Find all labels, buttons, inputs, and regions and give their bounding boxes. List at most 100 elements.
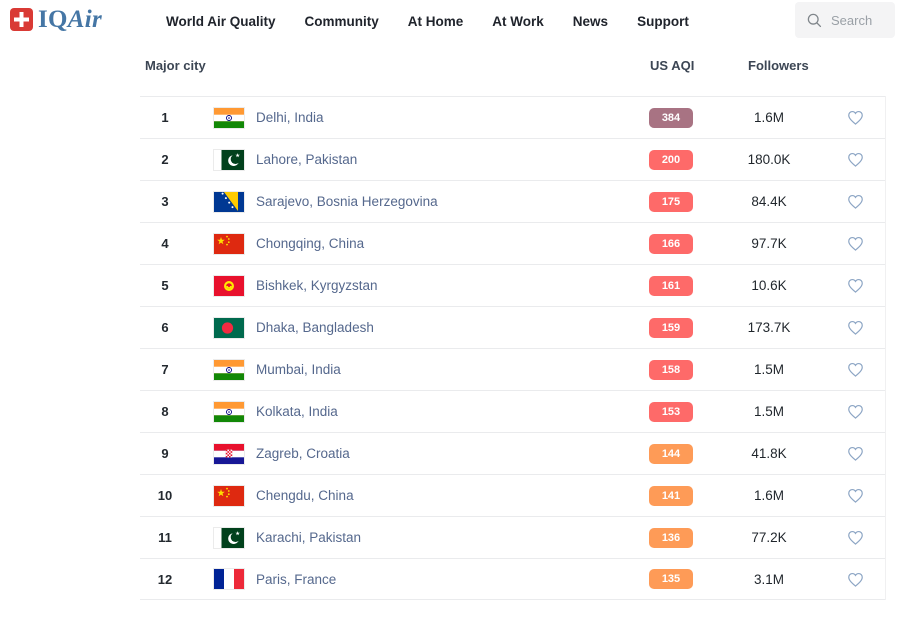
follow-heart-button[interactable]	[825, 108, 885, 127]
top-nav-bar: IQAir World Air Quality Community At Hom…	[0, 0, 908, 42]
table-row[interactable]: 6 Dhaka, Bangladesh 159 173.7K	[140, 306, 885, 348]
followers-count: 1.6M	[753, 110, 784, 125]
table-row[interactable]: 8 Kolkata, India 153 1.5M	[140, 390, 885, 432]
followers-count: 173.7K	[747, 320, 791, 335]
country-flag-icon-bd	[214, 317, 244, 338]
table-row[interactable]: 12 Paris, France 135 3.1M	[140, 558, 885, 600]
heart-icon	[847, 320, 863, 335]
follow-heart-button[interactable]	[825, 318, 885, 337]
follow-heart-button[interactable]	[825, 234, 885, 253]
table-row[interactable]: 7 Mumbai, India 158 1.5M	[140, 348, 885, 390]
column-header-major-city: Major city	[145, 58, 206, 73]
follow-heart-button[interactable]	[825, 360, 885, 379]
rank-number: 4	[161, 236, 169, 251]
heart-icon	[847, 362, 863, 377]
city-link[interactable]: Bishkek, Kyrgyzstan	[256, 278, 378, 293]
city-link[interactable]: Zagreb, Croatia	[256, 446, 350, 461]
country-flag-icon-cn	[214, 233, 244, 254]
rank-number: 7	[161, 362, 169, 377]
country-flag-icon-ba	[214, 191, 244, 212]
follow-heart-button[interactable]	[825, 402, 885, 421]
heart-icon	[847, 404, 863, 419]
follow-heart-button[interactable]	[825, 570, 885, 589]
aqi-badge: 144	[649, 443, 693, 464]
country-flag-icon-in	[214, 401, 244, 422]
city-link[interactable]: Chengdu, China	[256, 488, 354, 503]
followers-count: 1.5M	[753, 404, 784, 419]
aqi-badge: 153	[649, 401, 693, 422]
column-header-followers: Followers	[748, 58, 809, 73]
country-flag-icon-hr	[214, 443, 244, 464]
city-link[interactable]: Delhi, India	[256, 110, 324, 125]
city-link[interactable]: Sarajevo, Bosnia Herzegovina	[256, 194, 438, 209]
city-link[interactable]: Paris, France	[256, 571, 337, 587]
country-flag-icon-cn	[214, 485, 244, 506]
table-row[interactable]: 1 Delhi, India 384 1.6M	[140, 96, 885, 138]
swiss-cross-icon	[10, 8, 33, 31]
follow-heart-button[interactable]	[825, 528, 885, 547]
rank-number: 6	[161, 320, 169, 335]
table-row[interactable]: 11 Karachi, Pakistan 136 77.2K	[140, 516, 885, 558]
heart-icon	[847, 488, 863, 503]
nav-world-air-quality[interactable]: World Air Quality	[166, 13, 276, 29]
rank-number: 2	[161, 152, 169, 167]
iqair-logo[interactable]: IQAir	[10, 7, 102, 32]
search-input[interactable]	[831, 12, 893, 28]
heart-icon	[847, 110, 863, 125]
city-link[interactable]: Mumbai, India	[256, 362, 341, 377]
city-link[interactable]: Kolkata, India	[256, 404, 338, 419]
table-row[interactable]: 4 Chongqing, China 166 97.7K	[140, 222, 885, 264]
aqi-badge: 136	[649, 527, 693, 548]
rank-number: 3	[161, 194, 169, 209]
nav-at-home[interactable]: At Home	[407, 13, 464, 29]
table-row[interactable]: 2 Lahore, Pakistan 200 180.0K	[140, 138, 885, 180]
rank-number: 12	[157, 571, 173, 587]
city-link[interactable]: Dhaka, Bangladesh	[256, 320, 374, 335]
rank-number: 8	[161, 404, 169, 419]
country-flag-icon-pk	[214, 527, 244, 548]
city-link[interactable]: Lahore, Pakistan	[256, 152, 358, 167]
aqi-badge: 200	[649, 149, 693, 170]
city-link[interactable]: Karachi, Pakistan	[256, 530, 362, 545]
followers-count: 180.0K	[747, 152, 791, 167]
aqi-badge: 384	[649, 107, 693, 128]
city-link[interactable]: Chongqing, China	[256, 236, 365, 251]
table-row[interactable]: 5 Bishkek, Kyrgyzstan 161 10.6K	[140, 264, 885, 306]
followers-count: 1.5M	[753, 362, 784, 377]
aqi-badge: 158	[649, 359, 693, 380]
city-ranking-table: 1 Delhi, India 384 1.6M 2 Lahore, Pakist…	[140, 96, 886, 600]
nav-at-work[interactable]: At Work	[492, 13, 544, 29]
logo-text: IQAir	[38, 6, 103, 33]
country-flag-icon-pk	[214, 149, 244, 170]
follow-heart-button[interactable]	[825, 444, 885, 463]
nav-news[interactable]: News	[572, 13, 609, 29]
aqi-badge: 161	[649, 275, 693, 296]
followers-count: 77.2K	[751, 530, 787, 545]
nav-community[interactable]: Community	[304, 13, 379, 29]
followers-count: 84.4K	[751, 194, 787, 209]
search-icon	[806, 12, 823, 29]
follow-heart-button[interactable]	[825, 192, 885, 211]
follow-heart-button[interactable]	[825, 150, 885, 169]
follow-heart-button[interactable]	[825, 276, 885, 295]
country-flag-icon-kg	[214, 275, 244, 296]
table-row[interactable]: 3 Sarajevo, Bosnia Herzegovina 175 84.4K	[140, 180, 885, 222]
heart-icon	[847, 572, 863, 587]
followers-count: 41.8K	[751, 446, 787, 461]
table-row[interactable]: 9 Zagreb, Croatia 144 41.8K	[140, 432, 885, 474]
nav-support[interactable]: Support	[637, 13, 689, 29]
aqi-badge: 166	[649, 233, 693, 254]
rank-number: 5	[161, 278, 169, 293]
table-header: Major city US AQI Followers	[140, 58, 886, 76]
rank-number: 10	[157, 488, 173, 503]
search-box[interactable]	[795, 2, 895, 38]
follow-heart-button[interactable]	[825, 486, 885, 505]
aqi-badge: 175	[649, 191, 693, 212]
heart-icon	[847, 236, 863, 251]
followers-count: 3.1M	[753, 571, 784, 587]
aqi-badge: 159	[649, 317, 693, 338]
heart-icon	[847, 152, 863, 167]
country-flag-icon-in	[214, 359, 244, 380]
followers-count: 10.6K	[751, 278, 787, 293]
table-row[interactable]: 10 Chengdu, China 141 1.6M	[140, 474, 885, 516]
